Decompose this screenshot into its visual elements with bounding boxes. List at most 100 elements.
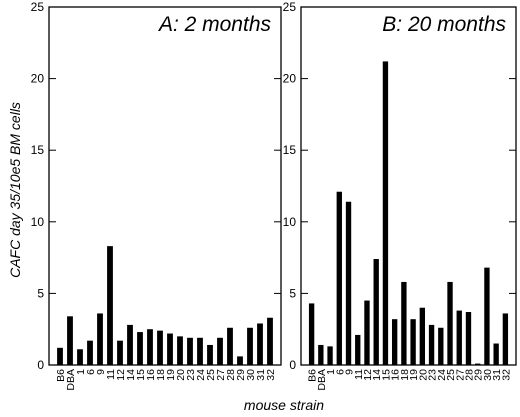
bar-b-B6 xyxy=(308,303,315,365)
bar-b-9 xyxy=(345,201,352,365)
bar-b-24 xyxy=(438,327,444,365)
bar-a-14 xyxy=(127,324,133,365)
category-label: 16 xyxy=(390,369,402,381)
plot-frame-a xyxy=(48,6,282,366)
bar-a-32 xyxy=(267,317,273,365)
category-label: 11 xyxy=(353,369,365,380)
bar-b-20 xyxy=(419,307,426,365)
bar-a-9 xyxy=(97,313,103,365)
category-label: 19 xyxy=(165,369,177,381)
category-label: B6 xyxy=(55,369,67,382)
bar-a-31 xyxy=(257,323,263,365)
bar-a-B6 xyxy=(57,347,63,365)
category-label: 18 xyxy=(155,369,167,381)
category-label: 28 xyxy=(225,369,237,381)
bar-a-30 xyxy=(247,327,253,365)
category-label: 9 xyxy=(95,369,107,375)
bar-b-12 xyxy=(364,300,370,365)
bar-b-14 xyxy=(373,259,379,365)
category-label: 14 xyxy=(371,369,383,381)
bar-b-28 xyxy=(465,312,472,365)
bar-a-6 xyxy=(87,340,93,365)
y-tick-label: 10 xyxy=(283,215,297,229)
category-label: 27 xyxy=(215,369,227,381)
category-label: 25 xyxy=(205,369,217,381)
panel-title-a: A: 2 months xyxy=(157,13,272,36)
category-label: 14 xyxy=(125,369,137,381)
bar-a-12 xyxy=(117,340,123,365)
category-label: 19 xyxy=(408,369,420,381)
category-label: 31 xyxy=(491,369,503,381)
plot-frame-b xyxy=(300,6,517,366)
category-label: 6 xyxy=(85,369,97,375)
bar-a-1 xyxy=(77,349,83,365)
category-label: 27 xyxy=(454,369,466,381)
y-tick-label: 20 xyxy=(31,72,45,86)
category-label: 23 xyxy=(185,369,197,381)
category-label: 31 xyxy=(255,369,267,381)
bar-b-18 xyxy=(401,281,407,365)
y-tick-label: 10 xyxy=(31,215,45,229)
category-label: 1 xyxy=(75,369,87,375)
x-axis-title: mouse strain xyxy=(244,397,324,413)
category-label: 6 xyxy=(334,369,346,375)
category-label: 28 xyxy=(463,369,475,381)
bar-a-15 xyxy=(137,332,143,365)
bar-b-32 xyxy=(502,313,509,365)
category-label: 30 xyxy=(482,369,494,381)
y-tick-label: 15 xyxy=(283,143,297,157)
category-label: 12 xyxy=(362,369,374,381)
bar-b-1 xyxy=(327,346,333,365)
bar-a-23 xyxy=(187,337,193,365)
category-label: 23 xyxy=(427,369,439,381)
bar-b-15 xyxy=(382,61,389,366)
bar-b-25 xyxy=(447,281,453,365)
category-label: 32 xyxy=(265,369,277,381)
bar-b-11 xyxy=(355,334,361,365)
category-label: DBA xyxy=(65,369,77,391)
category-label: 18 xyxy=(399,369,411,381)
category-label: B6 xyxy=(307,369,319,382)
category-label: 16 xyxy=(145,369,157,381)
bar-b-6 xyxy=(336,191,342,365)
bar-a-29 xyxy=(237,356,243,365)
category-label: 20 xyxy=(417,369,429,381)
y-tick-label: 0 xyxy=(289,358,296,372)
category-label: 20 xyxy=(175,369,187,381)
category-label: 29 xyxy=(473,369,485,381)
category-label: 11 xyxy=(105,369,117,380)
y-axis-title: CAFC day 35/10e5 BM cells xyxy=(7,102,23,278)
category-label: 29 xyxy=(235,369,247,381)
bar-a-16 xyxy=(147,329,153,365)
bar-b-DBA xyxy=(318,344,324,365)
category-label: 1 xyxy=(325,369,337,375)
y-tick-label: 20 xyxy=(283,72,297,86)
y-tick-label: 5 xyxy=(37,286,44,300)
bar-b-29 xyxy=(475,363,481,365)
category-label: 15 xyxy=(135,369,147,381)
bar-a-DBA xyxy=(67,316,73,365)
bar-a-28 xyxy=(227,327,233,365)
bar-b-23 xyxy=(428,324,435,365)
category-label: 24 xyxy=(436,369,448,381)
category-label: 15 xyxy=(380,369,392,381)
bar-b-16 xyxy=(391,319,398,365)
bar-a-11 xyxy=(107,246,113,365)
bar-a-20 xyxy=(177,336,183,365)
category-label: 25 xyxy=(445,369,457,381)
category-label: 24 xyxy=(195,369,207,381)
bar-b-27 xyxy=(456,310,462,365)
bar-a-18 xyxy=(157,330,163,365)
bar-a-27 xyxy=(217,337,223,365)
y-tick-label: 25 xyxy=(283,0,297,14)
bar-a-19 xyxy=(167,333,173,365)
y-tick-label: 15 xyxy=(31,143,45,157)
category-label: DBA xyxy=(316,369,328,391)
bar-b-30 xyxy=(484,267,490,365)
y-tick-label: 0 xyxy=(37,358,44,372)
category-label: 30 xyxy=(245,369,257,381)
bar-a-25 xyxy=(207,344,213,365)
